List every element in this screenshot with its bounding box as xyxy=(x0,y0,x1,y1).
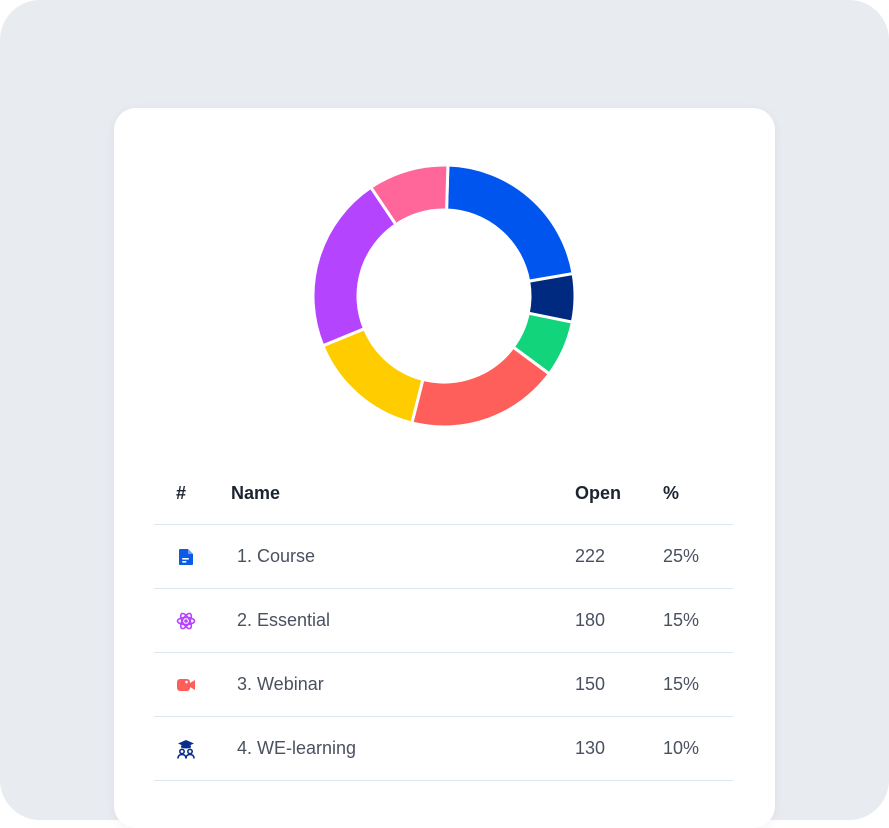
donut-slice-4[interactable] xyxy=(410,345,551,429)
row-open: 150 xyxy=(575,674,606,694)
row-name: 2. Essential xyxy=(237,610,331,630)
row-open: 130 xyxy=(575,738,606,758)
row-name: 3. Webinar xyxy=(237,674,324,694)
donut-slice-5[interactable] xyxy=(321,327,425,425)
content-table: # Name Open % 1. Course 222 25% xyxy=(154,462,733,781)
document-icon xyxy=(176,547,196,567)
row-open: 222 xyxy=(575,546,606,566)
row-percent: 15% xyxy=(663,674,700,694)
table-header: # Name Open % xyxy=(154,462,733,525)
donut-slice-1[interactable] xyxy=(445,163,575,283)
donut-slice-6[interactable] xyxy=(311,185,398,348)
header-open[interactable]: Open xyxy=(575,482,622,503)
row-open: 180 xyxy=(575,610,606,630)
row-percent: 10% xyxy=(663,738,700,758)
report-card xyxy=(114,108,775,828)
table-row[interactable]: 4. WE-learning 130 10% xyxy=(154,717,733,781)
donut-chart xyxy=(311,163,577,429)
table-row[interactable]: 1. Course 222 25% xyxy=(154,525,733,589)
row-percent: 25% xyxy=(663,546,700,566)
table-row[interactable]: 3. Webinar 150 15% xyxy=(154,653,733,717)
video-camera-icon xyxy=(176,675,196,695)
atom-icon xyxy=(176,611,196,631)
donut-slice-7[interactable] xyxy=(369,163,450,227)
row-name: 4. WE-learning xyxy=(237,738,357,758)
header-name[interactable]: Name xyxy=(231,482,281,503)
header-index: # xyxy=(176,482,187,503)
table-row[interactable]: 2. Essential 180 15% xyxy=(154,589,733,653)
header-percent[interactable]: % xyxy=(663,482,680,503)
row-name: 1. Course xyxy=(237,546,316,566)
graduates-icon xyxy=(176,739,196,759)
row-percent: 15% xyxy=(663,610,700,630)
